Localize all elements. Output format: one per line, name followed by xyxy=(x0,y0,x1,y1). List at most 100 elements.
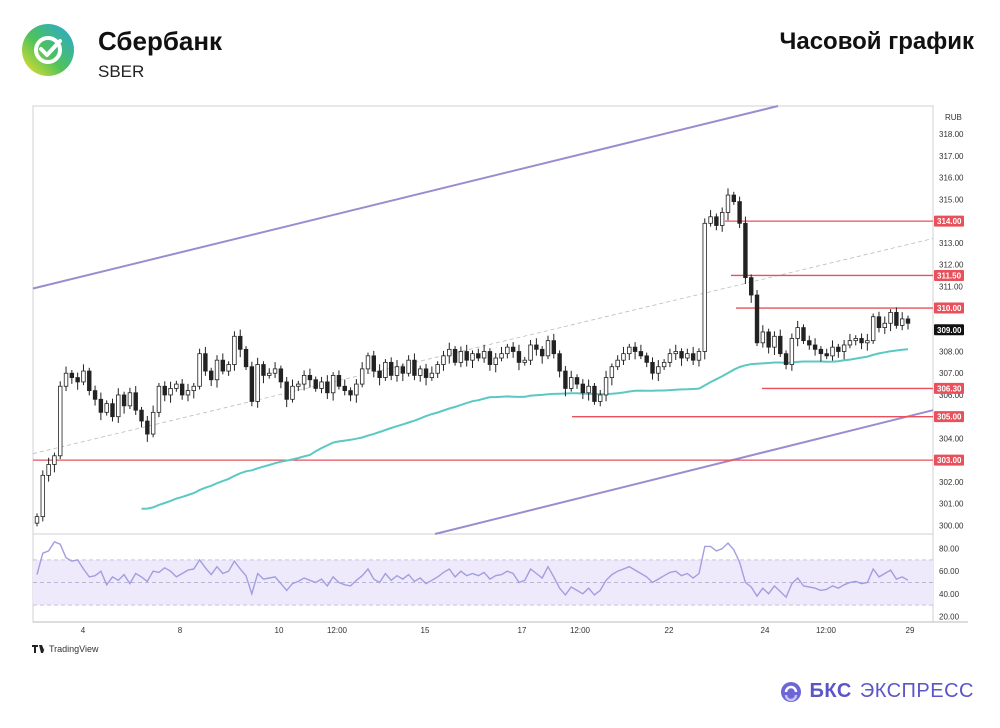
candle xyxy=(121,391,127,414)
current-price-tag xyxy=(934,324,964,336)
candle-body xyxy=(139,409,144,422)
rsi-tick-label: 80.00 xyxy=(939,545,960,554)
candle xyxy=(278,365,284,389)
x-tick-label: 12:00 xyxy=(570,626,591,635)
candle xyxy=(719,207,725,232)
x-tick-label: 12:00 xyxy=(816,626,837,635)
level-tag-label: 305.00 xyxy=(937,413,962,422)
level-tag xyxy=(934,302,964,314)
candle xyxy=(441,350,446,371)
candle xyxy=(650,357,655,380)
candle-body xyxy=(336,375,342,387)
candle xyxy=(627,343,632,360)
candle-body xyxy=(127,392,133,407)
candle-body xyxy=(365,355,371,370)
level-tag-label: 314.00 xyxy=(937,217,962,226)
candle xyxy=(603,370,609,402)
candle-body xyxy=(110,403,115,418)
candle-body xyxy=(627,346,632,355)
candle-body xyxy=(516,351,522,363)
candle-body xyxy=(69,372,75,378)
candle-body xyxy=(371,355,376,372)
candle xyxy=(801,324,806,344)
candle-body xyxy=(296,383,301,387)
candle-body xyxy=(847,340,853,346)
candle xyxy=(667,348,673,368)
candle xyxy=(632,342,638,360)
candle-body xyxy=(40,474,46,518)
candle xyxy=(145,416,150,442)
candle-body xyxy=(63,372,69,387)
candle-body xyxy=(197,353,202,387)
candle xyxy=(208,367,214,387)
candle xyxy=(63,366,69,392)
candle-body xyxy=(661,361,667,368)
candle xyxy=(702,218,707,360)
rsi-tick-label: 20.00 xyxy=(939,612,960,621)
candle-body xyxy=(284,381,289,400)
candle xyxy=(812,338,818,356)
candle-body xyxy=(656,366,661,374)
candle-body xyxy=(150,411,156,435)
candle-body xyxy=(133,392,138,411)
candle-body xyxy=(899,318,905,326)
level-tag-label: 310.00 xyxy=(937,304,962,313)
candle-body xyxy=(783,353,789,365)
candle xyxy=(783,350,789,370)
candle xyxy=(539,346,545,364)
candle xyxy=(255,357,260,408)
candle xyxy=(197,348,202,390)
candle-body xyxy=(145,420,150,435)
candle xyxy=(824,348,829,360)
candle xyxy=(882,316,887,334)
candle xyxy=(545,335,551,360)
candle xyxy=(243,346,249,370)
candle-body xyxy=(75,377,80,383)
candle xyxy=(116,388,121,423)
price-tick-label: 300.00 xyxy=(939,521,964,530)
candle-body xyxy=(412,359,417,376)
candle-body xyxy=(487,351,493,365)
price-tick-label: 306.00 xyxy=(939,391,964,400)
candle xyxy=(661,359,667,370)
candle-body xyxy=(81,370,86,383)
candle xyxy=(377,364,382,386)
price-tick-label: 311.00 xyxy=(939,282,963,291)
candle-body xyxy=(598,394,603,402)
candle xyxy=(40,470,46,522)
candle xyxy=(81,364,86,386)
candle xyxy=(261,361,266,384)
candle xyxy=(365,352,371,374)
x-tick-label: 4 xyxy=(81,626,86,635)
candle xyxy=(749,274,754,303)
tradingview-label: TradingView xyxy=(49,644,99,654)
candle-body xyxy=(737,201,742,224)
candle-body xyxy=(714,216,719,226)
price-tick-label: 312.00 xyxy=(939,261,964,270)
candle xyxy=(690,346,696,365)
candle-body xyxy=(249,366,255,402)
chart-axes: RUB318.00317.00316.00315.00313.00312.003… xyxy=(33,113,968,635)
candle xyxy=(325,375,330,400)
candle xyxy=(760,325,766,348)
candle-body xyxy=(290,385,295,400)
candle xyxy=(191,383,196,399)
candle xyxy=(534,338,539,356)
candle-body xyxy=(563,370,568,389)
candle xyxy=(458,346,464,368)
candle xyxy=(574,374,580,389)
channel-mid-line xyxy=(32,238,934,455)
candle xyxy=(569,370,574,392)
candle-body xyxy=(534,344,539,350)
candle-body xyxy=(574,377,580,385)
candle-body xyxy=(638,351,644,357)
candle xyxy=(859,333,864,350)
candle xyxy=(87,367,92,396)
candle-body xyxy=(865,340,870,344)
rsi-pane xyxy=(33,541,933,606)
candle-body xyxy=(632,346,638,352)
candle-body xyxy=(876,316,882,329)
candle xyxy=(313,376,318,392)
candle-body xyxy=(685,353,690,359)
candle-body xyxy=(667,353,673,363)
